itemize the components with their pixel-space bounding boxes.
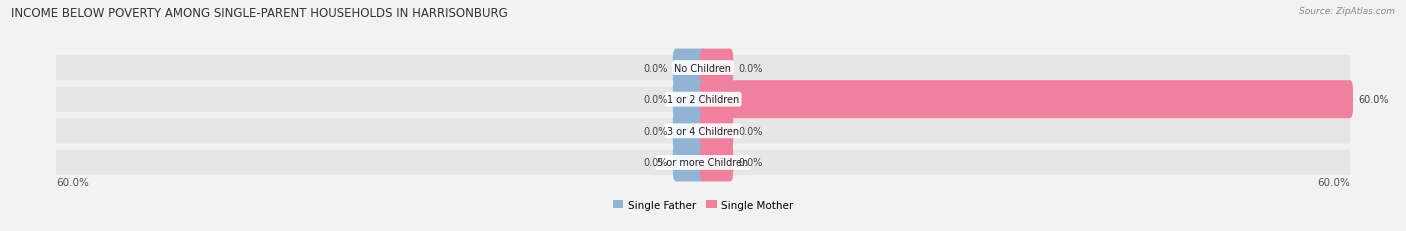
FancyBboxPatch shape (700, 144, 733, 182)
FancyBboxPatch shape (51, 87, 1355, 112)
Text: No Children: No Children (675, 63, 731, 73)
FancyBboxPatch shape (51, 119, 1355, 144)
Text: 0.0%: 0.0% (738, 126, 763, 136)
Text: 60.0%: 60.0% (1317, 177, 1350, 187)
Text: 0.0%: 0.0% (643, 158, 668, 168)
Text: 1 or 2 Children: 1 or 2 Children (666, 95, 740, 105)
FancyBboxPatch shape (673, 144, 706, 182)
Text: 3 or 4 Children: 3 or 4 Children (666, 126, 740, 136)
FancyBboxPatch shape (673, 49, 706, 87)
Text: 60.0%: 60.0% (56, 177, 89, 187)
FancyBboxPatch shape (700, 49, 733, 87)
FancyBboxPatch shape (700, 81, 1353, 119)
Text: 0.0%: 0.0% (738, 158, 763, 168)
FancyBboxPatch shape (51, 56, 1355, 81)
FancyBboxPatch shape (673, 112, 706, 150)
FancyBboxPatch shape (673, 81, 706, 119)
FancyBboxPatch shape (51, 150, 1355, 175)
Legend: Single Father, Single Mother: Single Father, Single Mother (613, 200, 793, 210)
Text: 5 or more Children: 5 or more Children (658, 158, 748, 168)
Text: 0.0%: 0.0% (738, 63, 763, 73)
Text: 60.0%: 60.0% (1358, 95, 1389, 105)
Text: 0.0%: 0.0% (643, 95, 668, 105)
Text: 0.0%: 0.0% (643, 63, 668, 73)
Text: 0.0%: 0.0% (643, 126, 668, 136)
Text: Source: ZipAtlas.com: Source: ZipAtlas.com (1299, 7, 1395, 16)
Text: INCOME BELOW POVERTY AMONG SINGLE-PARENT HOUSEHOLDS IN HARRISONBURG: INCOME BELOW POVERTY AMONG SINGLE-PARENT… (11, 7, 508, 20)
FancyBboxPatch shape (700, 112, 733, 150)
